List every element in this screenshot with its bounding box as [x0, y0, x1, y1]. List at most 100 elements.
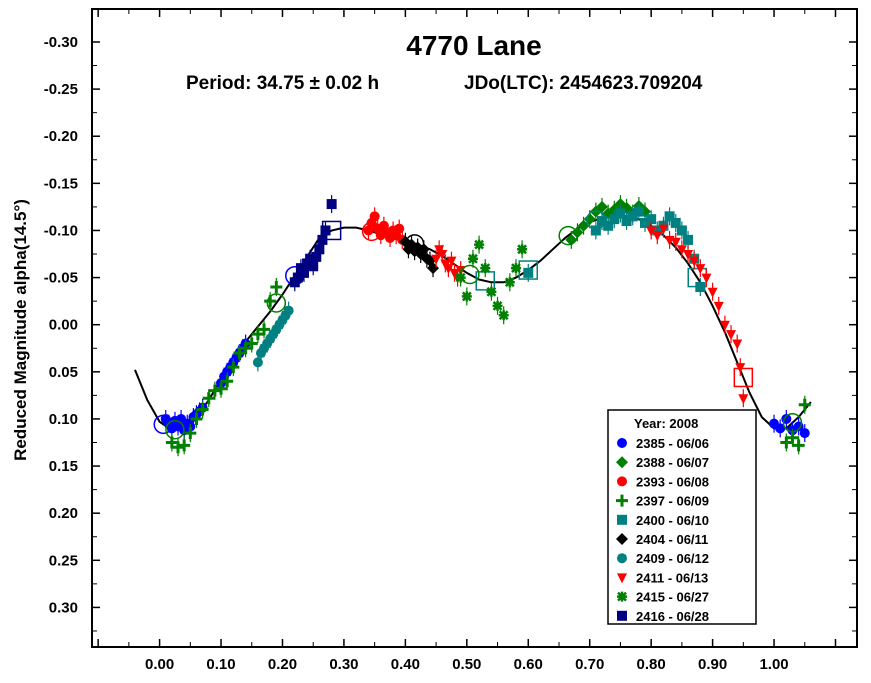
y-tick-label: -0.30 [44, 34, 78, 51]
data-point [658, 224, 669, 235]
legend: Year: 2008 2385 - 06/06 2388 - 06/07 2393 … [607, 409, 757, 625]
x-tick-label: 0.00 [145, 656, 174, 673]
x-tick-label: 0.40 [391, 656, 420, 673]
data-point [245, 337, 258, 350]
zero-point-marker [733, 367, 754, 388]
legend-label: 2409 - 06/12 [636, 551, 709, 566]
legend-marker [617, 514, 627, 525]
y-tick-label: 0.05 [49, 364, 78, 381]
legend-label: 2404 - 06/11 [636, 532, 708, 547]
data-point [239, 342, 252, 355]
zero-point-marker [558, 225, 578, 246]
legend-marker [617, 610, 627, 621]
zero-point-marker [153, 414, 174, 435]
legend-label: 2388 - 06/07 [636, 455, 709, 470]
y-tick-label: 0.15 [49, 458, 78, 475]
y-tick-label: -0.25 [44, 81, 78, 98]
data-point [480, 263, 491, 274]
data-point [196, 403, 209, 416]
legend-marker [617, 553, 627, 564]
data-point [786, 431, 799, 444]
data-point [251, 328, 264, 341]
data-point [652, 231, 663, 242]
data-point [695, 264, 706, 275]
data-point [446, 256, 457, 267]
data-point [437, 250, 448, 261]
data-point [726, 330, 737, 341]
data-point [314, 244, 325, 255]
legend-label: 2400 - 06/10 [636, 513, 709, 528]
data-point [798, 398, 811, 411]
data-point [184, 427, 197, 440]
data-point [792, 439, 805, 452]
data-point [215, 382, 228, 395]
series-2404 [399, 232, 440, 278]
y-axis-label: Reduced Magnitude alpha(14.5°) [11, 199, 30, 461]
data-point [627, 211, 638, 222]
data-point [664, 211, 675, 222]
data-point [292, 272, 303, 283]
data-point [670, 237, 681, 248]
data-point [689, 256, 700, 267]
data-point [202, 392, 215, 405]
y-tick-label: -0.20 [44, 128, 78, 145]
data-point [369, 211, 380, 222]
data-point [646, 226, 657, 237]
data-point [308, 261, 319, 272]
data-point [683, 250, 694, 261]
series-2415 [455, 235, 528, 325]
legend-marker [616, 494, 628, 507]
chart-subtitle-period: Period: 34.75 ± 0.02 h [186, 73, 379, 94]
data-point [780, 436, 793, 449]
series-2397 [165, 278, 811, 457]
y-tick-label: 0.10 [49, 411, 78, 428]
data-point [190, 412, 203, 425]
data-point [609, 214, 620, 225]
data-point [178, 439, 191, 452]
data-points-layer [153, 195, 811, 457]
y-tick-label: -0.10 [44, 222, 78, 239]
zero-point-marker [321, 220, 342, 241]
data-point [311, 251, 322, 262]
data-point [597, 216, 607, 227]
data-point [517, 244, 528, 255]
legend-marker [616, 456, 628, 469]
data-point [486, 286, 497, 297]
data-point [227, 361, 240, 374]
data-point [676, 245, 687, 256]
x-tick-label: 0.80 [637, 656, 666, 673]
data-point [270, 281, 283, 294]
legend-marker [617, 591, 627, 602]
y-tick-label: 0.25 [49, 552, 78, 569]
data-point [615, 208, 626, 219]
x-tick-label: 1.00 [759, 656, 788, 673]
x-tick-label: 0.10 [206, 656, 235, 673]
zero-point-marker [404, 234, 425, 254]
y-tick-label: 0.00 [49, 317, 78, 334]
series-2411 [431, 219, 754, 408]
y-tick-label: 0.30 [49, 599, 78, 616]
data-point [467, 253, 478, 264]
data-point [596, 200, 608, 213]
data-point [258, 323, 271, 336]
legend-label: 2415 - 06/27 [636, 590, 709, 605]
data-point [646, 214, 657, 225]
data-point [799, 428, 810, 439]
data-point [683, 234, 694, 245]
y-tick-label: -0.15 [44, 175, 78, 192]
legend-label: 2397 - 06/09 [636, 494, 709, 509]
series-2416 [289, 195, 342, 292]
data-point [461, 291, 472, 302]
zero-point-marker [361, 221, 382, 242]
legend-label: 2411 - 06/13 [636, 570, 708, 585]
chart-subtitle-epoch: JDo(LTC): 2454623.709204 [464, 73, 703, 94]
series-2409 [252, 210, 606, 372]
x-tick-label: 0.30 [329, 656, 358, 673]
chart-title: 4770 Lane [406, 30, 541, 61]
data-point [326, 199, 337, 210]
data-point [504, 277, 515, 288]
data-point [172, 441, 185, 454]
data-point [707, 287, 718, 298]
data-point [320, 225, 331, 236]
